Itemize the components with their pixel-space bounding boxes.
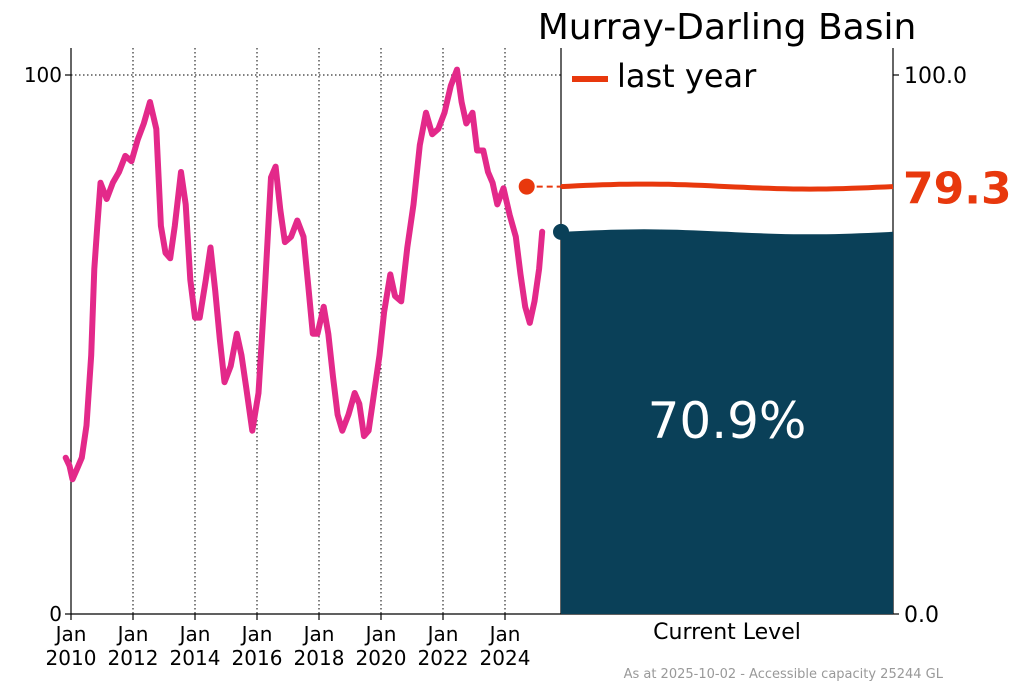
current-level-axis-label: Current Level [653, 620, 801, 645]
x-tick-label: Jan [240, 622, 273, 646]
x-tick-label: Jan [364, 622, 397, 646]
last-year-marker [518, 178, 535, 195]
x-tick-label: Jan [116, 622, 149, 646]
x-tick-label: Jan [488, 622, 521, 646]
right-axis-ticks: 0.0 100.0 [893, 64, 967, 628]
grid-lines [70, 48, 561, 614]
x-tick-label: 2012 [108, 646, 159, 670]
current-level-fill [561, 229, 893, 615]
footer-note: As at 2025-10-02 - Accessible capacity 2… [624, 667, 944, 682]
x-tick-label: 2014 [170, 646, 221, 670]
x-tick-label: 2020 [356, 646, 407, 670]
x-tick-label: 2016 [232, 646, 283, 670]
current-level-value-label: 70.9% [648, 392, 807, 450]
legend-label: last year [617, 57, 757, 95]
x-tick-label: 2024 [480, 646, 531, 670]
x-tick-label: Jan [54, 622, 87, 646]
right-tick-label: 100.0 [904, 64, 967, 89]
x-axis-ticks: Jan2010Jan2012Jan2014Jan2016Jan2018Jan20… [46, 614, 531, 670]
history-line [62, 66, 546, 483]
legend: last year [572, 57, 757, 95]
history-series [62, 66, 546, 483]
x-tick-label: 2022 [418, 646, 469, 670]
x-tick-label: 2018 [294, 646, 345, 670]
chart-title: Murray-Darling Basin [538, 7, 917, 48]
x-tick-label: Jan [302, 622, 335, 646]
last-year-level-line [560, 181, 894, 192]
left-tick-label: 100 [24, 63, 62, 87]
current-level-marker [553, 223, 569, 240]
right-tick-label: 0.0 [904, 603, 939, 628]
point-markers [518, 178, 569, 240]
x-tick-label: 2010 [46, 646, 97, 670]
x-tick-label: Jan [426, 622, 459, 646]
current-level-panel [560, 181, 894, 615]
x-tick-label: Jan [178, 622, 211, 646]
left-axis-ticks: 0 100 [24, 63, 71, 626]
left-tick-label: 0 [49, 602, 62, 626]
last-year-value-label: 79.3 [903, 164, 1012, 215]
